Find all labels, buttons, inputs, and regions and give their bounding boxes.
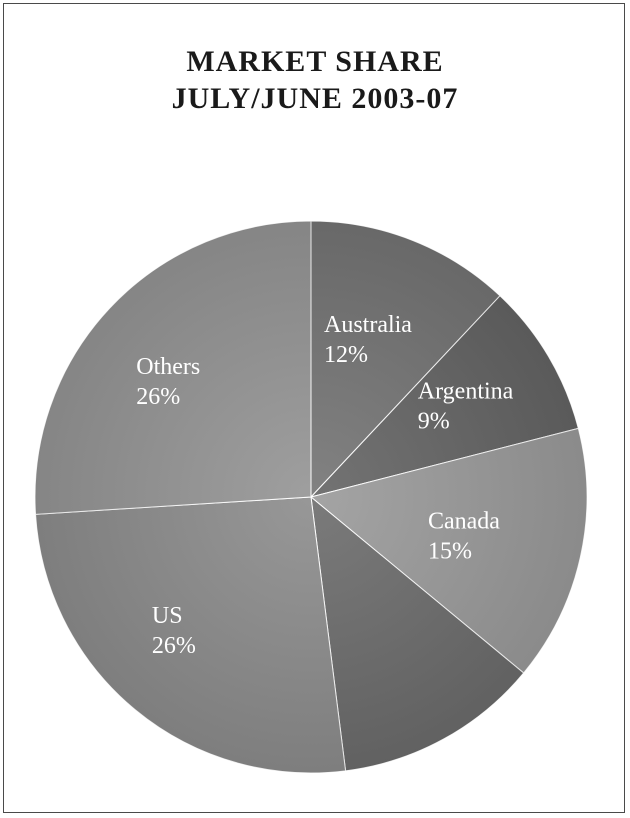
slice-label: Canada <box>428 508 500 534</box>
slice-value-label: 26% <box>136 384 180 410</box>
slice-value-label: 12% <box>324 342 368 368</box>
chart-subtitle: JULY/JUNE 2003-07 <box>171 82 459 115</box>
slice-label: Others <box>136 354 200 380</box>
slice-label: Argentina <box>418 378 514 404</box>
slice-label: US <box>152 603 183 629</box>
pie-labels: Australia 12% Argentina 9% Canada 15% US 26% Oth… <box>136 312 513 659</box>
pie-slices <box>34 220 588 774</box>
slice-label: Australia <box>324 312 412 338</box>
chart-title: MARKET SHARE <box>186 45 444 78</box>
slice-value-label: 15% <box>428 538 472 564</box>
slice-value-label: 26% <box>152 633 196 659</box>
slice-value-label: 9% <box>418 408 450 434</box>
